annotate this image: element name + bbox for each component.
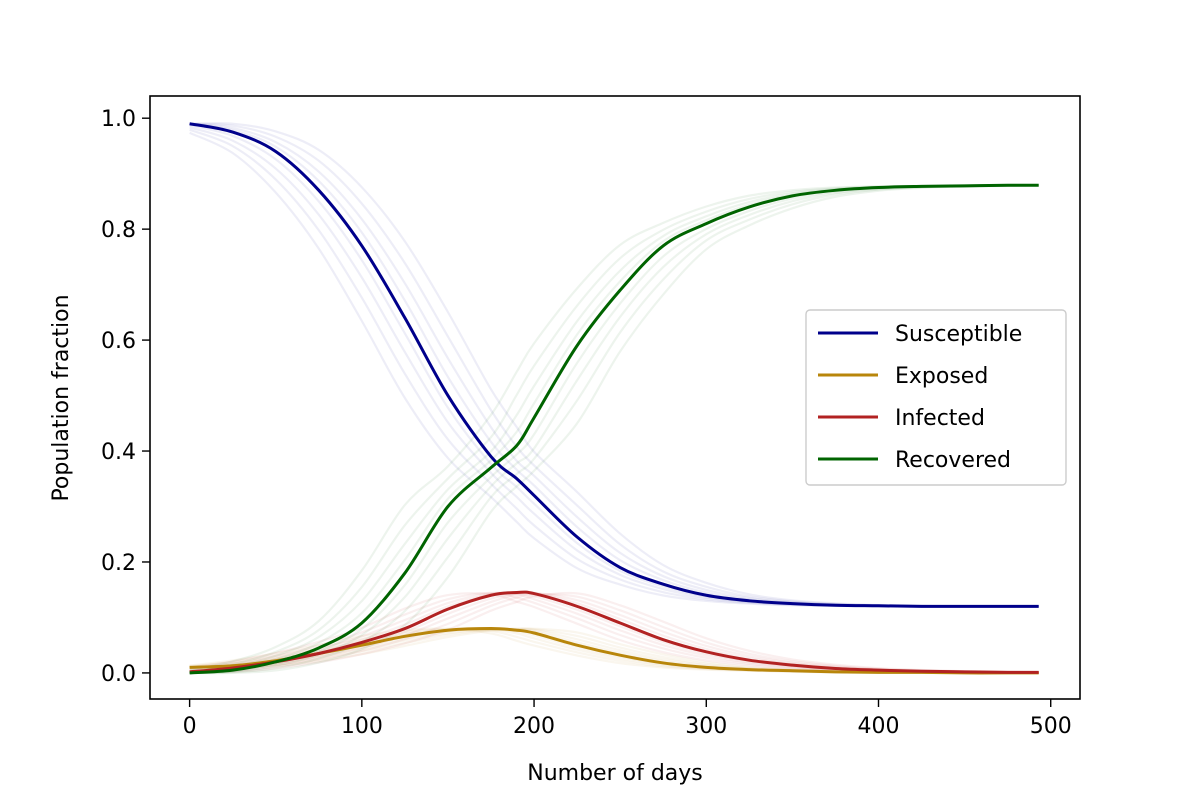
y-tick-label: 0.0 — [101, 662, 136, 687]
series-line-susceptible — [189, 122, 1039, 608]
y-axis: 0.0 0.2 0.4 0.6 0.8 1.0 — [101, 107, 150, 687]
y-tick-label: 0.2 — [101, 551, 136, 576]
legend-items: Susceptible Exposed Infected Recovered — [818, 322, 1022, 473]
ensemble-trajectory — [189, 184, 1039, 675]
series-line-recovered — [189, 183, 1039, 675]
legend: Susceptible Exposed Infected Recovered — [805, 309, 1067, 486]
legend-box — [805, 309, 1067, 486]
x-tick-label: 400 — [858, 714, 900, 739]
x-tick-label: 200 — [513, 714, 555, 739]
x-tick-label: 500 — [1030, 714, 1072, 739]
y-axis-label: Population fraction — [49, 294, 74, 501]
series-layer — [189, 122, 1039, 675]
x-tick-label: 0 — [183, 714, 197, 739]
series-line-infected — [189, 590, 1039, 674]
x-axis-label: Number of days — [527, 761, 703, 786]
legend-label-exposed: Exposed — [895, 364, 988, 389]
legend-label-infected: Infected — [895, 406, 985, 431]
plot-frame — [149, 95, 1081, 700]
y-tick-label: 1.0 — [101, 107, 136, 132]
legend-label-recovered: Recovered — [895, 448, 1011, 473]
x-tick-label: 300 — [685, 714, 727, 739]
y-tick-label: 0.8 — [101, 218, 136, 243]
x-tick-label: 100 — [341, 714, 383, 739]
x-axis: 0 100 200 300 400 500 — [183, 699, 1072, 739]
legend-label-susceptible: Susceptible — [895, 322, 1022, 347]
y-tick-label: 0.4 — [101, 440, 136, 465]
y-tick-label: 0.6 — [101, 329, 136, 354]
